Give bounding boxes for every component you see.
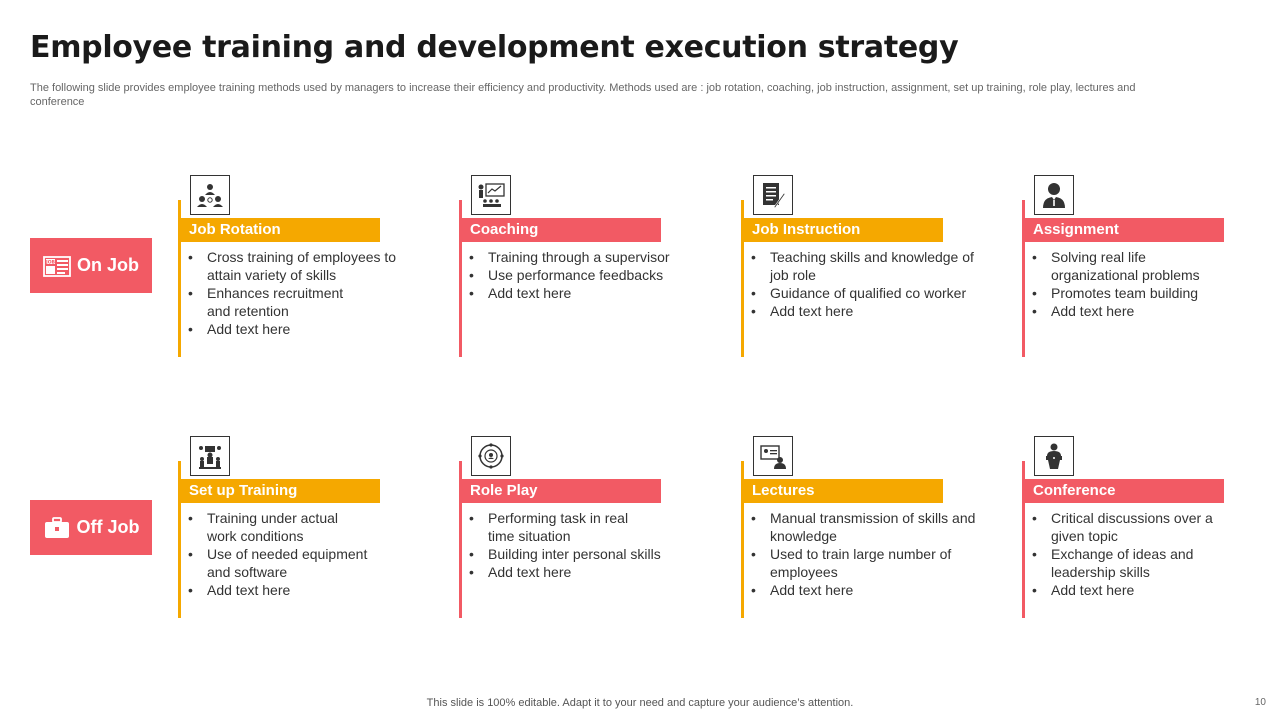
role-circle-icon (471, 436, 511, 476)
list-item: Guidance of qualified co worker (751, 284, 976, 302)
card-job-rotation: Job Rotation Cross training of employees… (178, 175, 396, 357)
bullet-list: Cross training of employees to attain va… (188, 248, 413, 338)
section-label-text: On Job (77, 255, 139, 275)
bullet-list: Solving real life organizational problem… (1032, 248, 1257, 320)
list-item: Performing task in real time situation (469, 509, 639, 545)
card-title: Set up Training (181, 479, 380, 503)
card-accent-line (741, 461, 744, 618)
bullet-list: Training under actual work conditions Us… (188, 509, 413, 599)
list-item: Enhances recruitment and retention (188, 284, 358, 320)
card-lectures: Lectures Manual transmission of skills a… (741, 436, 975, 618)
lecture-screen-icon (753, 436, 793, 476)
card-accent-line (741, 200, 744, 357)
bullet-list: Teaching skills and knowledge of job rol… (751, 248, 976, 320)
list-item: Add text here (751, 302, 976, 320)
podium-speaker-icon (1034, 436, 1074, 476)
list-item: Add text here (1032, 302, 1257, 320)
card-title: Role Play (462, 479, 661, 503)
list-item: Cross training of employees to attain va… (188, 248, 413, 284)
card-title: Conference (1025, 479, 1224, 503)
training-setup-icon (190, 436, 230, 476)
page-title: Employee training and development execut… (30, 30, 959, 65)
list-item: Solving real life organizational problem… (1032, 248, 1222, 284)
page-number: 10 (1254, 697, 1266, 708)
card-accent-line (178, 200, 181, 357)
list-item: Teaching skills and knowledge of job rol… (751, 248, 976, 284)
briefcase-icon (43, 516, 71, 539)
section-label-text: Off Job (76, 517, 140, 537)
section-label-off-job: Off Job (30, 500, 152, 555)
card-assignment: Assignment Solving real life organizatio… (1022, 175, 1232, 357)
card-accent-line (459, 461, 462, 618)
bullet-list: Performing task in real time situation B… (469, 509, 694, 581)
bullet-list: Training through a supervisor Use perfor… (469, 248, 694, 302)
card-conference: Conference Critical discussions over a g… (1022, 436, 1232, 618)
page-subtitle: The following slide provides employee tr… (30, 82, 1136, 108)
businessman-icon (1034, 175, 1074, 215)
card-accent-line (1022, 461, 1025, 618)
list-item: Used to train large number of employees (751, 545, 966, 581)
team-rotation-icon (190, 175, 230, 215)
card-job-instruction: Job Instruction Teaching skills and know… (741, 175, 974, 357)
card-title: Lectures (744, 479, 943, 503)
card-coaching: Coaching Training through a supervisor U… (459, 175, 670, 357)
card-accent-line (178, 461, 181, 618)
list-item: Add text here (469, 563, 694, 581)
list-item: Add text here (469, 284, 694, 302)
list-item: Exchange of ideas and leadership skills (1032, 545, 1217, 581)
presentation-audience-icon (471, 175, 511, 215)
svg-text:JOB: JOB (45, 259, 55, 265)
list-item: Manual transmission of skills and knowle… (751, 509, 976, 545)
section-label-on-job: JOB On Job (30, 238, 152, 293)
card-title: Coaching (462, 218, 661, 242)
list-item: Building inter personal skills (469, 545, 694, 563)
list-item: Add text here (188, 581, 413, 599)
list-item: Add text here (751, 581, 976, 599)
list-item: Use performance feedbacks (469, 266, 694, 284)
list-item: Training under actual work conditions (188, 509, 358, 545)
card-role-play: Role Play Performing task in real time s… (459, 436, 669, 618)
list-item: Promotes team building (1032, 284, 1257, 302)
card-title: Assignment (1025, 218, 1224, 242)
list-item: Critical discussions over a given topic (1032, 509, 1237, 545)
document-pen-icon (753, 175, 793, 215)
card-accent-line (1022, 200, 1025, 357)
bullet-list: Critical discussions over a given topic … (1032, 509, 1257, 599)
footer-note: This slide is 100% editable. Adapt it to… (426, 697, 854, 709)
list-item: Add text here (188, 320, 413, 338)
card-title: Job Instruction (744, 218, 943, 242)
list-item: Add text here (1032, 581, 1257, 599)
card-set-up-training: Set up Training Training under actual wo… (178, 436, 388, 618)
card-accent-line (459, 200, 462, 357)
card-title: Job Rotation (181, 218, 380, 242)
bullet-list: Manual transmission of skills and knowle… (751, 509, 976, 599)
list-item: Training through a supervisor (469, 248, 694, 266)
list-item: Use of needed equipment and software (188, 545, 378, 581)
job-board-icon: JOB (43, 255, 71, 277)
